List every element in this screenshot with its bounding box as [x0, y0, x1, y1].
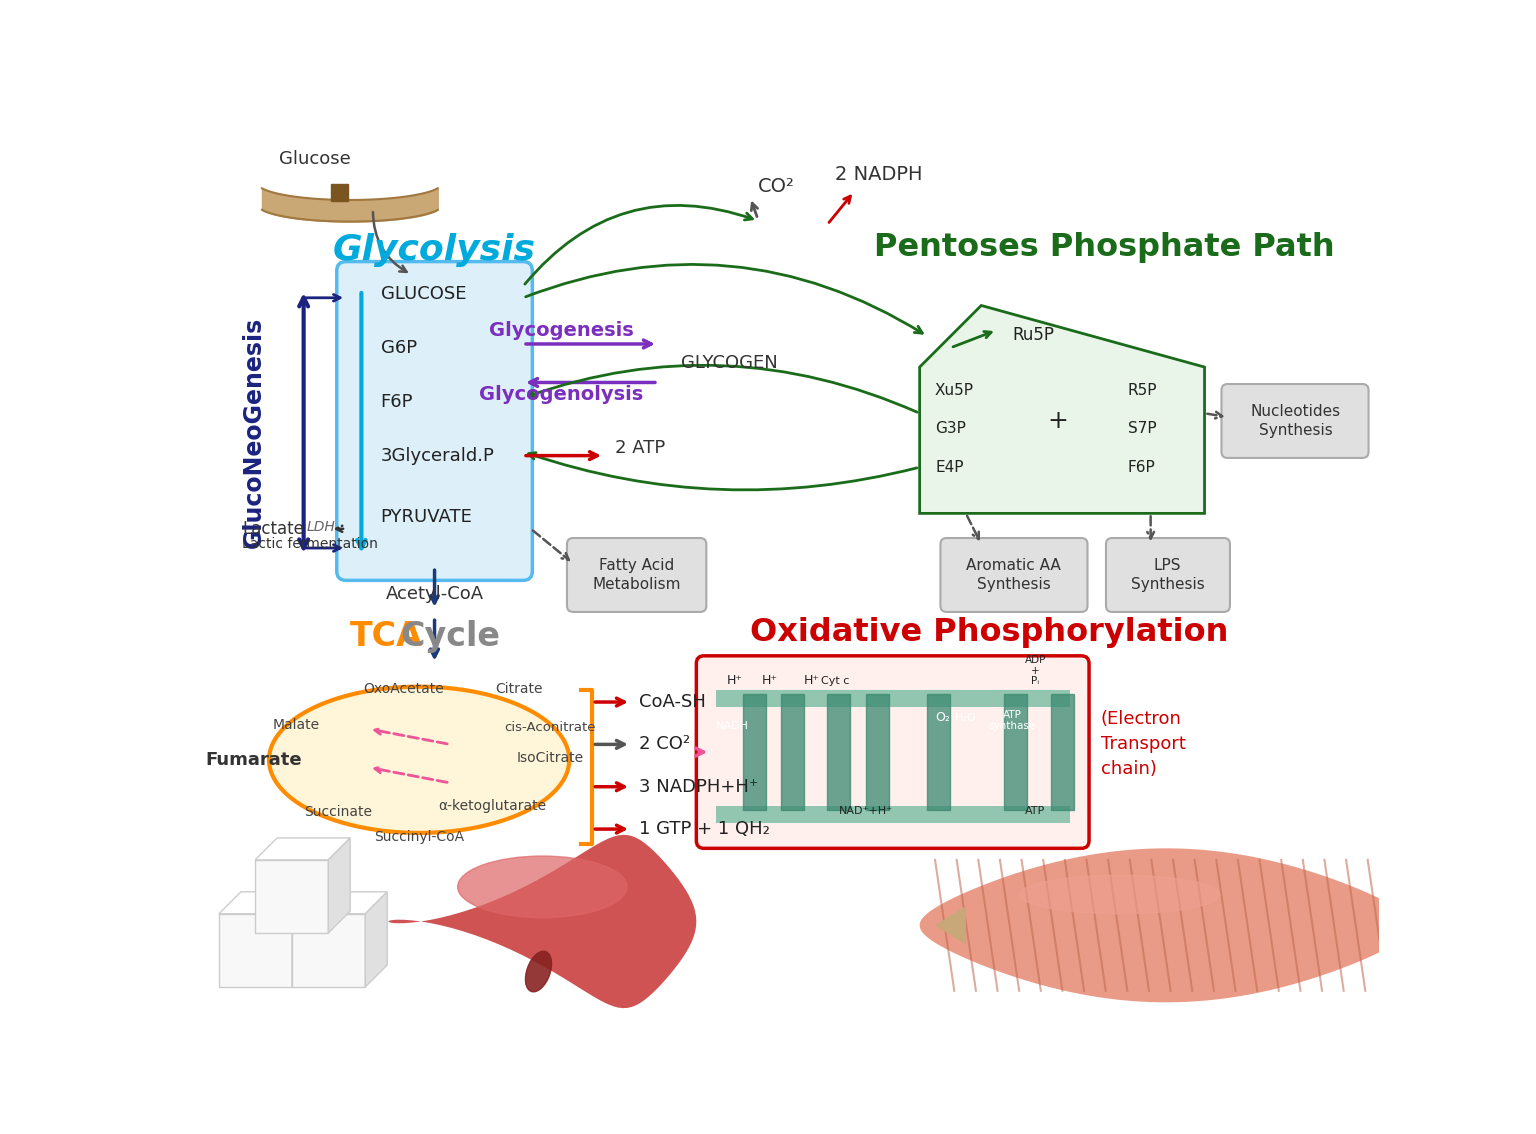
- Bar: [742, 694, 765, 810]
- Text: NADH: NADH: [716, 721, 750, 731]
- Text: +: +: [1048, 409, 1069, 433]
- Bar: [928, 694, 951, 810]
- Text: Succinate: Succinate: [304, 805, 372, 819]
- Text: cis-Aconitrate: cis-Aconitrate: [504, 721, 596, 734]
- FancyBboxPatch shape: [940, 538, 1087, 612]
- Text: H⁺: H⁺: [727, 675, 743, 687]
- Text: CO²: CO²: [757, 177, 794, 196]
- Text: Glycolysis: Glycolysis: [333, 234, 536, 266]
- Text: 1 GTP + 1 QH₂: 1 GTP + 1 QH₂: [639, 820, 770, 838]
- Text: Succinyl-CoA: Succinyl-CoA: [375, 830, 464, 844]
- Bar: [716, 691, 1069, 708]
- Text: Lactate: Lactate: [243, 519, 304, 538]
- Text: Ru5P: Ru5P: [1012, 325, 1054, 344]
- Text: E4P: E4P: [935, 459, 963, 475]
- Text: CoA-SH: CoA-SH: [639, 693, 705, 711]
- Polygon shape: [255, 860, 329, 933]
- Polygon shape: [935, 906, 966, 945]
- Text: S7P: S7P: [1127, 421, 1157, 437]
- Polygon shape: [220, 914, 292, 987]
- Bar: [828, 694, 851, 810]
- Text: Glucose: Glucose: [280, 150, 352, 168]
- Text: Pentoses Phosphate Path: Pentoses Phosphate Path: [874, 232, 1335, 263]
- Text: Aromatic AA
Synthesis: Aromatic AA Synthesis: [966, 558, 1061, 592]
- Text: LPS
Synthesis: LPS Synthesis: [1130, 558, 1204, 592]
- Text: 3 NADPH+H⁺: 3 NADPH+H⁺: [639, 778, 757, 796]
- Ellipse shape: [458, 856, 627, 917]
- Text: PYRUVATE: PYRUVATE: [381, 508, 473, 526]
- Text: ATP: ATP: [1025, 805, 1046, 815]
- FancyBboxPatch shape: [1221, 384, 1369, 458]
- Text: G6P: G6P: [381, 339, 416, 357]
- Text: ATP
synthase: ATP synthase: [988, 710, 1035, 731]
- Text: OxoAcetate: OxoAcetate: [364, 682, 444, 696]
- Bar: [780, 694, 805, 810]
- FancyBboxPatch shape: [336, 262, 533, 581]
- Ellipse shape: [525, 951, 551, 992]
- FancyBboxPatch shape: [1106, 538, 1230, 612]
- Text: Malate: Malate: [272, 718, 319, 733]
- Bar: [1051, 694, 1074, 810]
- Text: LDH: LDH: [306, 521, 335, 534]
- Text: TCA: TCA: [350, 620, 424, 653]
- Text: Glycogenesis: Glycogenesis: [488, 321, 634, 339]
- Text: F6P: F6P: [1127, 459, 1155, 475]
- Text: Xu5P: Xu5P: [935, 382, 974, 398]
- Text: Nucleotides
Synthesis: Nucleotides Synthesis: [1250, 404, 1341, 439]
- Polygon shape: [269, 686, 570, 833]
- Text: (Electron
Transport
chain): (Electron Transport chain): [1101, 710, 1186, 778]
- Polygon shape: [292, 891, 313, 987]
- Text: IsoCitrate: IsoCitrate: [516, 751, 584, 765]
- Text: R5P: R5P: [1127, 382, 1157, 398]
- Text: NAD⁺+H⁺: NAD⁺+H⁺: [839, 805, 892, 815]
- Ellipse shape: [1020, 875, 1220, 914]
- Text: Fumarate: Fumarate: [206, 751, 303, 769]
- Polygon shape: [329, 838, 350, 933]
- Bar: [716, 806, 1069, 823]
- Text: GlucoNeoGenesis: GlucoNeoGenesis: [241, 316, 266, 548]
- Text: 2 CO²: 2 CO²: [639, 735, 690, 753]
- Bar: [866, 694, 889, 810]
- Polygon shape: [220, 891, 313, 914]
- Text: H⁺: H⁺: [762, 675, 777, 687]
- Text: H⁺: H⁺: [803, 675, 820, 687]
- Polygon shape: [920, 848, 1413, 1002]
- Polygon shape: [255, 838, 350, 860]
- Text: Fatty Acid
Metabolism: Fatty Acid Metabolism: [591, 558, 680, 592]
- Text: Glycogenolysis: Glycogenolysis: [479, 384, 644, 404]
- Text: G3P: G3P: [935, 421, 966, 437]
- Text: H₂O: H₂O: [955, 713, 977, 723]
- Polygon shape: [366, 891, 387, 987]
- FancyBboxPatch shape: [567, 538, 707, 612]
- Text: Lactic fermentation: Lactic fermentation: [243, 538, 378, 551]
- Text: GLUCOSE: GLUCOSE: [381, 285, 465, 303]
- Text: Citrate: Citrate: [496, 682, 544, 696]
- Bar: [330, 184, 347, 201]
- Text: 3Glycerald.P: 3Glycerald.P: [381, 447, 495, 465]
- Text: Cycle: Cycle: [399, 620, 499, 653]
- Bar: [1005, 694, 1028, 810]
- Text: Acetyl-CoA: Acetyl-CoA: [386, 585, 484, 603]
- Text: GLYCOGEN: GLYCOGEN: [680, 354, 777, 372]
- Polygon shape: [292, 891, 387, 914]
- Text: 2 NADPH: 2 NADPH: [836, 166, 923, 184]
- Text: ADP
+
Pᵢ: ADP + Pᵢ: [1025, 654, 1046, 686]
- FancyBboxPatch shape: [696, 655, 1089, 848]
- Text: Oxidative Phosphorylation: Oxidative Phosphorylation: [750, 617, 1229, 649]
- Text: 2 ATP: 2 ATP: [616, 439, 665, 457]
- Polygon shape: [292, 914, 366, 987]
- Text: O₂: O₂: [935, 711, 951, 725]
- Text: Cyt c: Cyt c: [820, 676, 849, 686]
- Polygon shape: [920, 305, 1204, 514]
- Text: F6P: F6P: [381, 392, 413, 411]
- Polygon shape: [389, 835, 696, 1008]
- Text: α-ketoglutarate: α-ketoglutarate: [438, 799, 547, 813]
